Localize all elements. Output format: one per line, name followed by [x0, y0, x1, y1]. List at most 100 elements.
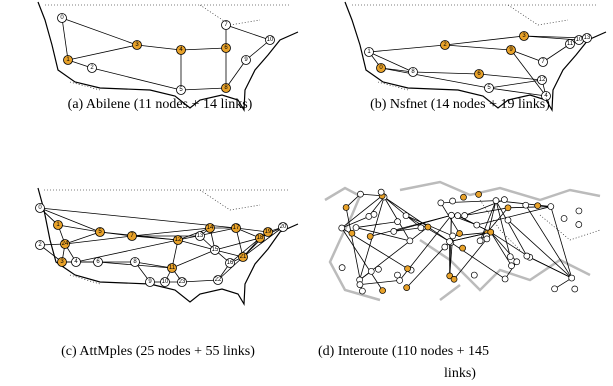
link	[383, 196, 450, 242]
node	[60, 239, 70, 249]
link	[449, 231, 491, 242]
node	[492, 197, 500, 204]
link	[64, 235, 133, 245]
node	[523, 252, 531, 260]
node	[176, 85, 186, 95]
node-label: 1	[367, 49, 371, 55]
node	[71, 257, 81, 267]
coastline	[37, 1, 299, 113]
link	[476, 206, 551, 226]
node-label: 2	[38, 242, 42, 248]
node-label: 17	[233, 225, 240, 231]
node	[366, 233, 374, 240]
node-label: 7	[130, 233, 134, 239]
link	[61, 17, 69, 61]
node-label: 22	[215, 277, 222, 283]
node	[255, 233, 265, 243]
node	[338, 264, 346, 271]
link	[171, 249, 216, 269]
link	[490, 231, 530, 258]
link	[554, 277, 572, 290]
caption: (d) Interoute (110 nodes + 145	[318, 344, 489, 359]
link	[242, 226, 284, 258]
node-label: 6	[477, 71, 481, 77]
node-label: 1	[66, 57, 70, 63]
node	[513, 258, 521, 266]
node	[534, 202, 541, 210]
node	[359, 287, 366, 295]
link	[542, 43, 571, 63]
node	[560, 215, 568, 222]
border	[44, 189, 290, 285]
link	[39, 207, 237, 229]
link	[368, 44, 446, 53]
node	[357, 190, 364, 198]
node	[177, 277, 187, 287]
coastline	[37, 187, 299, 307]
link	[488, 87, 547, 97]
node-label: 8	[133, 259, 137, 265]
link	[453, 238, 488, 280]
link	[225, 24, 271, 41]
link	[177, 239, 216, 251]
border	[352, 4, 598, 91]
node	[213, 275, 223, 285]
node-label: 10	[162, 279, 169, 285]
node	[404, 265, 411, 273]
link	[245, 39, 271, 61]
node	[132, 40, 142, 50]
node	[537, 75, 547, 85]
node	[87, 63, 97, 73]
network	[338, 188, 583, 295]
node	[57, 257, 67, 267]
link	[61, 17, 138, 46]
node	[522, 201, 530, 209]
node-label: 3	[60, 259, 64, 265]
link	[526, 255, 572, 279]
link	[478, 73, 543, 81]
node-label: 9	[148, 279, 152, 285]
link	[64, 231, 101, 245]
node	[538, 57, 548, 67]
link	[131, 227, 211, 237]
node	[370, 211, 378, 218]
node	[476, 237, 484, 245]
node	[449, 197, 456, 205]
node	[575, 207, 583, 215]
node	[506, 253, 514, 261]
node-label: 1	[56, 222, 60, 228]
node	[145, 277, 155, 287]
node	[448, 211, 455, 219]
node	[461, 212, 468, 219]
caption: (a) Abilene (11 nodes + 14 links)	[68, 97, 253, 112]
node	[487, 228, 495, 236]
node	[470, 271, 478, 279]
node-label: 3	[522, 33, 526, 39]
node-label: 14	[207, 225, 214, 231]
node	[446, 238, 453, 245]
node	[221, 43, 231, 53]
node-label: 5	[98, 229, 102, 235]
link	[67, 44, 138, 61]
node	[475, 191, 482, 198]
node	[408, 67, 418, 77]
border	[479, 199, 601, 251]
link	[383, 196, 422, 229]
node	[195, 231, 205, 241]
node	[265, 35, 275, 45]
node-label: 16	[227, 260, 234, 266]
node	[160, 277, 170, 287]
node	[446, 272, 454, 280]
node	[441, 243, 449, 251]
link	[355, 221, 398, 228]
link	[217, 256, 244, 281]
node-label: 24	[62, 241, 69, 247]
node-label: 8	[224, 85, 228, 91]
node-label: 18	[257, 235, 264, 241]
node	[541, 91, 551, 101]
node	[376, 63, 386, 73]
node	[504, 216, 512, 224]
node	[504, 204, 512, 212]
node	[501, 196, 508, 204]
